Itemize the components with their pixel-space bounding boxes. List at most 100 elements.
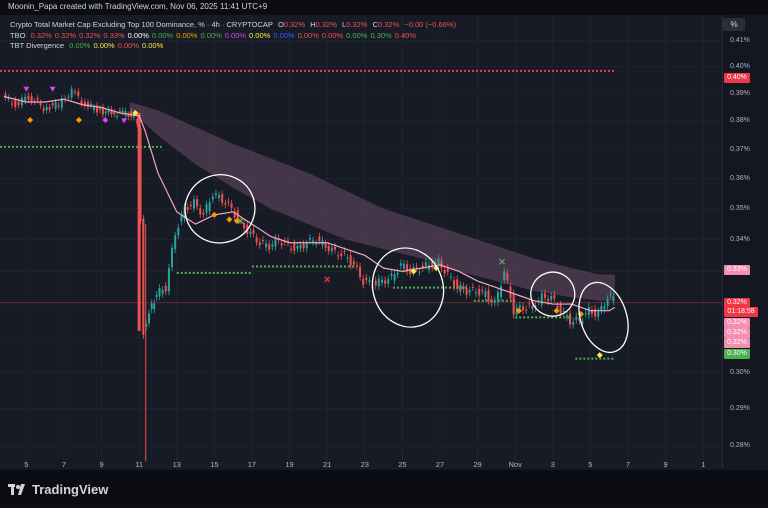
candle-body <box>164 285 167 292</box>
candle-body <box>550 296 553 300</box>
candle-body <box>581 321 584 324</box>
candle-body <box>478 288 481 296</box>
candle-body <box>27 95 30 100</box>
candle-body <box>487 290 490 301</box>
signal-diamond-marker <box>211 211 218 218</box>
ema-line <box>3 95 616 312</box>
candle-body <box>60 98 63 108</box>
candle-body <box>600 305 603 311</box>
symbol-legend[interactable]: Crypto Total Market Cap Excluding Top 10… <box>10 20 459 29</box>
candle-body <box>446 267 449 272</box>
y-tick-label: 0.37% <box>730 145 750 153</box>
candle-body <box>302 243 305 249</box>
tbo-value: 0.32% <box>79 31 101 40</box>
price-tag: 0.32% <box>724 338 750 348</box>
tbt-value: 0.00% <box>69 41 91 50</box>
x-tick-label: 29 <box>473 460 482 469</box>
candle-body <box>359 266 362 277</box>
x-tick-label: 13 <box>172 460 181 469</box>
candle-body <box>453 280 456 287</box>
signal-diamond-marker <box>410 268 417 275</box>
candle-body <box>380 279 383 283</box>
candle-body <box>377 278 380 287</box>
x-tick-label: 7 <box>625 460 631 469</box>
candle-body <box>318 236 321 241</box>
price-axis[interactable] <box>722 15 768 469</box>
tbo-value: 0.00% <box>127 31 149 40</box>
candle-body <box>355 265 358 267</box>
candle-body <box>224 203 227 205</box>
signal-diamond-marker <box>75 116 82 123</box>
candle-body <box>512 293 515 315</box>
y-tick-label: 0.29% <box>730 404 750 412</box>
candle-body <box>559 304 562 314</box>
candle-body <box>506 273 509 281</box>
author-credit: Moonin_Papa created with TradingView.com… <box>8 2 268 11</box>
price-tag: 0.33% <box>724 265 750 275</box>
candle-body <box>110 109 113 115</box>
candle-body <box>268 243 271 250</box>
y-tick-label: 0.30% <box>730 368 750 376</box>
low-value: 0.32% <box>346 20 368 29</box>
candle-body <box>57 105 60 107</box>
candle-body <box>340 253 343 256</box>
candle-body <box>424 262 427 266</box>
candle-body <box>349 255 352 266</box>
tbt-legend[interactable]: TBT Divergence 0.00% 0.00% 0.00% 0.00% <box>10 41 166 50</box>
candle-body <box>594 308 597 317</box>
close-label: C <box>372 20 378 29</box>
y-tick-label: 0.36% <box>730 174 750 182</box>
candle-body <box>415 266 418 268</box>
candle-body <box>390 273 393 276</box>
candle-body <box>211 196 214 200</box>
candle-body <box>384 280 387 284</box>
candle-body <box>396 272 399 275</box>
candle-body <box>118 110 121 112</box>
tbo-value: 0.32% <box>54 31 77 40</box>
candle-body <box>196 199 199 207</box>
candle-body <box>462 286 465 290</box>
x-tick-label: 5 <box>588 460 593 469</box>
candle-body <box>83 101 86 107</box>
candle-body <box>305 243 308 249</box>
candle-body <box>153 303 156 310</box>
tbo-value: 0.00% <box>224 31 247 40</box>
candle-body <box>205 204 208 213</box>
tbt-name: TBT Divergence <box>10 41 65 50</box>
tradingview-logo[interactable]: TradingView <box>8 482 108 497</box>
candle-body <box>490 299 493 303</box>
candle-body <box>243 223 246 229</box>
percent-unit-button[interactable]: % <box>723 18 745 31</box>
candle-body <box>107 109 110 113</box>
tbo-legend[interactable]: TBO 0.32% 0.32% 0.32% 0.33% 0.00% 0.00% 0.00% 0… <box>10 31 419 40</box>
candle-body <box>500 286 503 297</box>
x-tick-label: 1 <box>701 460 706 469</box>
tbo-value: 0.00% <box>249 31 271 40</box>
candle-body <box>20 98 23 106</box>
candle-body <box>104 111 107 114</box>
candle-body <box>312 240 315 242</box>
candle-body <box>96 105 99 113</box>
candle-body <box>503 271 506 281</box>
candle-body <box>121 110 124 113</box>
candle-body <box>606 299 609 306</box>
x-tick-label: 7 <box>61 460 67 469</box>
footer <box>0 470 768 508</box>
candle-body <box>227 201 230 203</box>
candle-body <box>167 268 170 292</box>
signal-diamond-marker <box>226 216 233 223</box>
candle-body <box>484 291 487 297</box>
candle-body <box>255 237 258 243</box>
candle-body <box>481 290 484 292</box>
candle-body <box>214 193 217 196</box>
candle-body <box>39 102 42 106</box>
tradingview-logo-icon <box>8 484 25 495</box>
candle-body <box>113 112 116 115</box>
tbt-value: 0.00% <box>93 41 115 50</box>
tbo-value: 0.00% <box>346 31 368 40</box>
candle-body <box>271 244 274 247</box>
candle-body <box>308 237 311 240</box>
candle-body <box>565 315 568 317</box>
candle-body <box>202 212 205 215</box>
